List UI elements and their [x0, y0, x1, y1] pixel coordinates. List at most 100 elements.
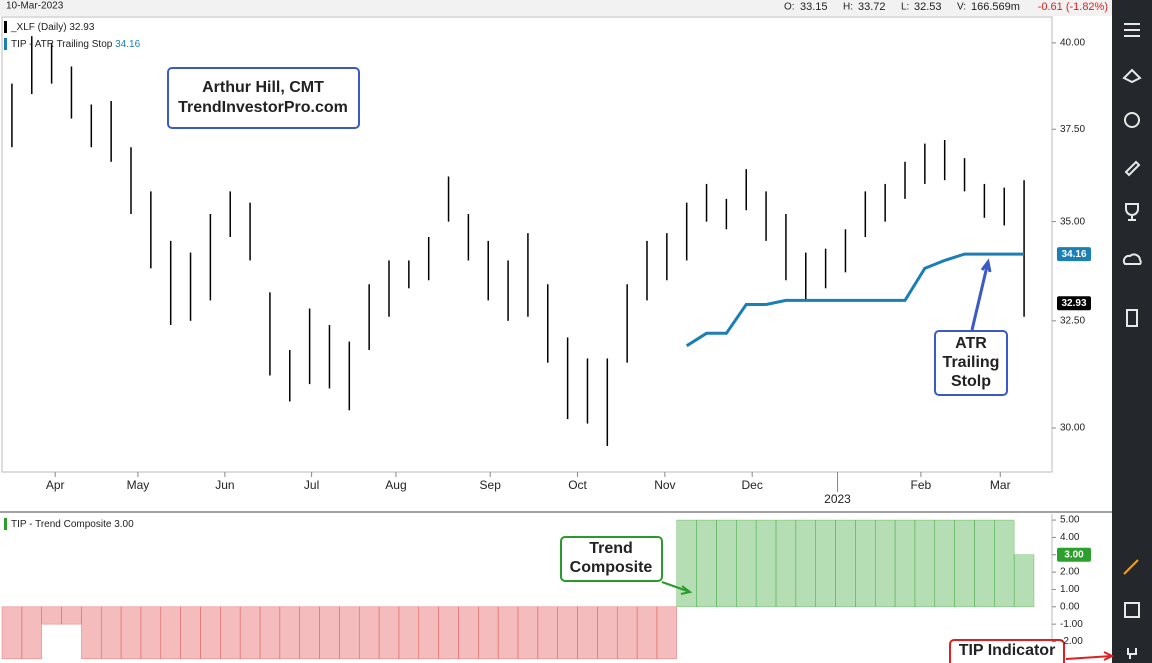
composite-bar [656, 606, 678, 660]
x-tick-label: May [127, 478, 150, 492]
composite-bar [1013, 554, 1035, 608]
composite-bar [41, 606, 62, 625]
price-tag [1057, 547, 1091, 562]
legend-swatch [4, 21, 7, 33]
composite-bar [458, 606, 479, 660]
composite-bar [438, 606, 459, 660]
composite-bar [636, 606, 658, 660]
header-volume-label: V: [957, 2, 966, 13]
composite-bar [597, 606, 618, 660]
annotation-arrow [970, 258, 992, 331]
header-high-label: H: [843, 2, 853, 13]
draw-icon[interactable] [1123, 559, 1139, 575]
composite-bar [795, 519, 816, 608]
annotation-text: Trend [589, 540, 633, 557]
composite-bar [418, 606, 439, 660]
y-tick-label: 35.00 [1060, 216, 1085, 227]
composite-bar [478, 606, 499, 660]
composite-bar [934, 519, 955, 608]
price-tag [1057, 296, 1091, 311]
header-date: 10-Mar-2023 [6, 1, 64, 12]
composite-bar [378, 606, 400, 660]
composite-bar [855, 519, 876, 608]
composite-bar [180, 606, 201, 660]
annotation-text: Trailing [943, 354, 1000, 371]
y-tick-label: -1.00 [1060, 619, 1083, 630]
composite-bar [200, 606, 221, 660]
y-tick-label: -2.00 [1060, 636, 1083, 647]
legend-entry: TIP - ATR Trailing Stop 34.16 [11, 39, 141, 50]
qr-icon[interactable] [1124, 602, 1140, 618]
y-tick-label: 37.50 [1060, 124, 1085, 135]
composite-bar [994, 519, 1015, 608]
trophy-icon[interactable] [1125, 203, 1139, 221]
composite-bar [557, 606, 578, 660]
y-tick-label: 1.00 [1060, 584, 1080, 595]
x-tick-label: Jul [304, 478, 319, 492]
annotation-text: Composite [570, 559, 653, 576]
annotation-box [934, 330, 1008, 396]
composite-bar [755, 519, 777, 608]
y-tick-label: 5.00 [1060, 515, 1080, 526]
rocket-icon[interactable] [1124, 160, 1141, 177]
legend-entry: TIP - Trend Composite 3.00 [11, 519, 134, 530]
sidebar [1112, 0, 1152, 663]
cloud-icon[interactable] [1122, 253, 1142, 265]
composite-bar [497, 606, 519, 660]
plug-icon[interactable] [1127, 648, 1137, 659]
x-tick-label: Jun [215, 478, 234, 492]
annotation-arrow [1065, 651, 1115, 661]
composite-bar [398, 606, 420, 660]
composite-bar [21, 606, 42, 660]
composite-bar [61, 606, 82, 625]
composite-bar [716, 519, 737, 608]
price-tag-label: 34.16 [1061, 249, 1086, 260]
y-tick-label: 32.50 [1060, 315, 1085, 326]
legend-entry: _XLF (Daily) 32.93 [10, 22, 95, 33]
composite-bar [537, 606, 558, 660]
composite-bar [120, 606, 142, 660]
x-tick-label: Oct [568, 478, 587, 492]
header-volume: 166.569m [971, 1, 1020, 13]
composite-bar [81, 606, 102, 660]
y-tick-label: 4.00 [1060, 532, 1080, 543]
composite-bar [736, 519, 757, 608]
annotation-arrow [661, 581, 693, 595]
y-tick-label: 30.00 [1060, 423, 1085, 434]
annotation-text: ATR [955, 335, 987, 352]
header-bar [0, 0, 1112, 16]
x-tick-label: Apr [46, 478, 65, 492]
composite-bar [775, 519, 797, 608]
annotation-box [949, 639, 1065, 663]
composite-bar [319, 606, 340, 660]
composite-bar [279, 606, 300, 660]
composite-bar [140, 606, 162, 660]
composite-bar [874, 519, 896, 608]
composite-bar [239, 606, 261, 660]
header-change: -0.61 (-1.82%) [1038, 1, 1108, 13]
composite-bar [259, 606, 281, 660]
composite-bar [517, 606, 539, 660]
annotation-text: TIP Indicator [959, 642, 1056, 659]
alert-icon[interactable] [1122, 68, 1142, 84]
annotation-box [167, 67, 360, 129]
composite-bar [954, 519, 975, 608]
composite-bar [616, 606, 638, 660]
x-tick-label: Nov [654, 478, 675, 492]
settings-icon[interactable] [1124, 23, 1140, 37]
composite-bar [974, 519, 995, 608]
doc-icon[interactable] [1126, 309, 1138, 327]
x-tick-label: Dec [742, 478, 763, 492]
annotation-text: TrendInvestorPro.com [178, 99, 348, 116]
composite-bar [835, 519, 856, 608]
composite-bar [894, 519, 916, 608]
legend-value: 3.00 [114, 519, 134, 530]
composite-bar [1, 606, 23, 660]
globe-icon[interactable] [1124, 112, 1140, 128]
y-tick-label: 2.00 [1060, 567, 1080, 578]
composite-bar [577, 606, 598, 660]
sidebar-icons [1122, 23, 1142, 659]
composite-bar [220, 606, 241, 660]
composite-bar [100, 606, 122, 660]
year-label: 2023 [824, 492, 851, 506]
